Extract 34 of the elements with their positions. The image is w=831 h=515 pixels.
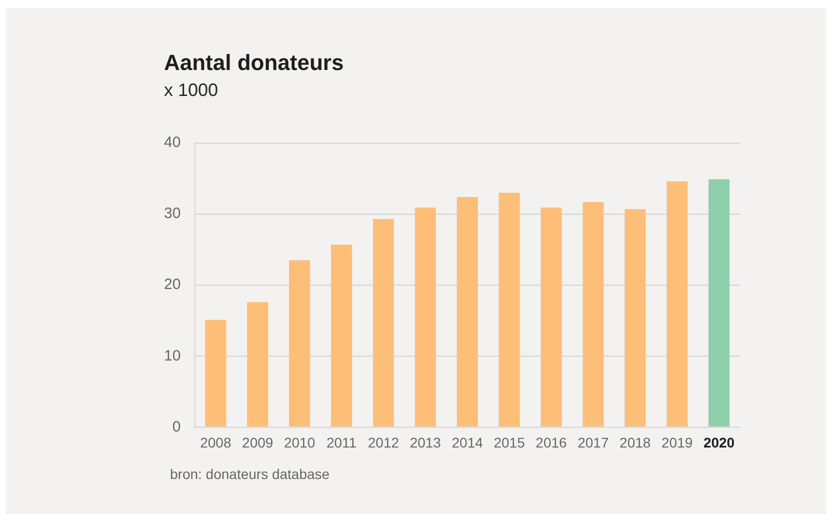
- bar: [582, 202, 604, 426]
- text: bron: donateurs database: [170, 466, 330, 482]
- y-tick-label: 40: [164, 134, 181, 152]
- bar: [666, 181, 688, 426]
- bar: [247, 302, 268, 426]
- x-tick-label: 2016: [536, 434, 568, 450]
- bar: [372, 219, 394, 426]
- bar: [540, 208, 562, 426]
- chart-subtitle: x 1000: [164, 80, 218, 101]
- bar: [708, 179, 730, 426]
- y-tick-label: 0: [172, 418, 181, 436]
- x-tick-label: 2017: [578, 434, 609, 450]
- bar: [456, 197, 478, 426]
- x-tick-label: 2020: [703, 434, 735, 450]
- bar: [289, 260, 310, 426]
- x-tick-label: 2013: [410, 434, 442, 450]
- x-tick-label: 2014: [452, 434, 484, 450]
- chart-title: Aantal donateurs: [164, 50, 344, 76]
- x-tick-label: 2008: [200, 434, 232, 450]
- y-tick-label: 20: [164, 276, 181, 294]
- x-tick-label: 2018: [620, 434, 651, 450]
- bar: [331, 244, 352, 426]
- bar: [498, 192, 520, 426]
- x-tick-label: 2012: [368, 434, 400, 450]
- y-tick-label: 10: [164, 347, 181, 364]
- x-tick-label: 2015: [494, 434, 526, 450]
- bar: [205, 320, 226, 426]
- y-tick-label: 30: [164, 205, 181, 222]
- x-tick-label: 2009: [242, 434, 274, 450]
- x-tick-label: 2011: [326, 434, 357, 450]
- bar: [624, 209, 646, 426]
- x-tick-label: 2010: [284, 434, 316, 450]
- bar: [414, 208, 436, 426]
- x-tick-label: 2019: [662, 434, 693, 450]
